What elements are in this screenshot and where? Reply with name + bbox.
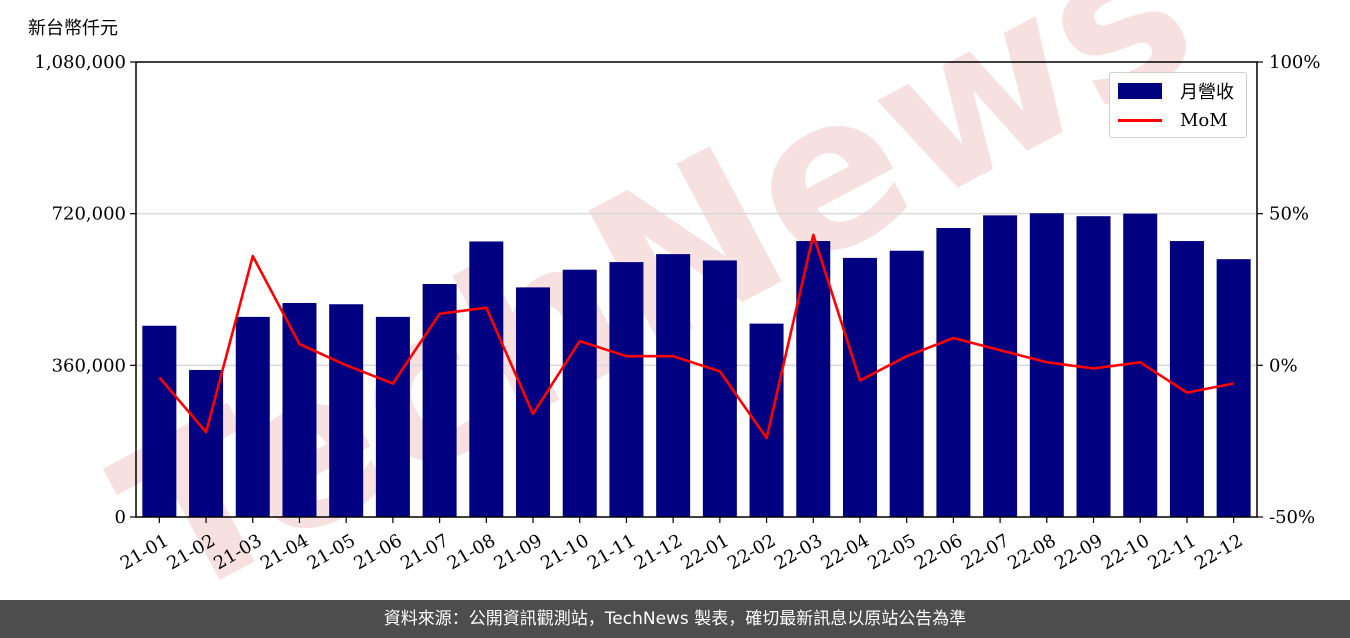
bar-21-12 — [656, 254, 691, 517]
bar-series — [142, 213, 1251, 518]
bar-21-11 — [609, 262, 644, 517]
x-tick-label-22-11: 22-11 — [1144, 530, 1199, 574]
legend-item-mom: MoM — [1118, 107, 1228, 133]
y-axis-right-ticks: -50% 0% 50% 100% — [1257, 52, 1320, 528]
y-left-tick-label: 0 — [115, 507, 126, 528]
y-axis-left-ticks: 0 360,000 720,000 1,080,000 — [34, 52, 136, 528]
bar-22-10 — [1123, 213, 1158, 517]
y-left-tick-label: 720,000 — [52, 204, 126, 225]
x-tick-label-22-08: 22-08 — [1004, 530, 1059, 574]
bar-22-06 — [936, 227, 971, 518]
plot-frame — [135, 61, 1258, 518]
bar-22-04 — [842, 257, 877, 517]
revenue-chart: TechNews 21-0121-0221-0321-0421-0521-062… — [34, 0, 1320, 600]
y-left-tick-label: 360,000 — [52, 355, 126, 376]
axes — [135, 61, 1258, 518]
legend-label-mom: MoM — [1180, 109, 1228, 131]
bar-21-09 — [516, 287, 551, 517]
y-left-tick-label: 1,080,000 — [34, 52, 126, 73]
y-right-tick-label: 50% — [1269, 204, 1309, 225]
legend-line-swatch — [1118, 118, 1162, 122]
y-right-tick-label: 0% — [1269, 355, 1298, 376]
x-tick-label-22-01: 22-01 — [677, 530, 732, 574]
x-tick-label-22-06: 22-06 — [911, 530, 966, 574]
legend: 月營收 MoM — [1109, 72, 1247, 138]
x-tick-label-22-10: 22-10 — [1098, 530, 1153, 574]
x-tick-label-22-12: 22-12 — [1191, 530, 1246, 574]
mom-line — [158, 233, 1234, 440]
bar-21-07 — [422, 284, 457, 517]
bar-21-04 — [282, 302, 317, 517]
x-tick-label-22-02: 22-02 — [724, 530, 779, 574]
x-tick-label-21-12: 21-12 — [631, 530, 686, 574]
bar-21-03 — [235, 316, 270, 517]
footer-source: 資料來源：公開資訊觀測站，TechNews 製表，確切最新訊息以原站公告為準 — [0, 600, 1350, 638]
legend-bar-swatch — [1118, 83, 1162, 99]
bar-22-08 — [1029, 213, 1064, 518]
y-right-tick-label: 100% — [1269, 52, 1320, 73]
x-tick-label-22-09: 22-09 — [1051, 530, 1106, 574]
x-tick-label-21-10: 21-10 — [537, 530, 592, 574]
x-tick-label-22-05: 22-05 — [864, 530, 919, 574]
y-right-tick-label: -50% — [1269, 507, 1315, 528]
mom-line-series — [158, 233, 1234, 440]
y-axis-unit-label: 新台幣仟元 — [28, 18, 118, 39]
x-tick-label-21-09: 21-09 — [490, 530, 545, 574]
bar-22-05 — [889, 250, 924, 518]
x-tick-label-22-07: 22-07 — [958, 530, 1013, 574]
bar-21-10 — [562, 269, 597, 517]
x-tick-label-22-03: 22-03 — [771, 530, 826, 574]
bar-22-07 — [983, 215, 1018, 517]
bar-22-12 — [1216, 259, 1251, 517]
bar-21-01 — [142, 325, 177, 517]
x-tick-label-21-08: 21-08 — [444, 530, 499, 574]
bar-22-11 — [1169, 241, 1204, 518]
legend-item-revenue: 月營收 — [1118, 78, 1234, 104]
legend-label-revenue: 月營收 — [1180, 82, 1234, 103]
bar-21-08 — [469, 241, 504, 517]
x-tick-label-21-11: 21-11 — [584, 530, 639, 574]
bar-21-05 — [329, 304, 364, 517]
bar-21-06 — [375, 316, 410, 517]
x-tick-label-22-04: 22-04 — [817, 530, 872, 574]
